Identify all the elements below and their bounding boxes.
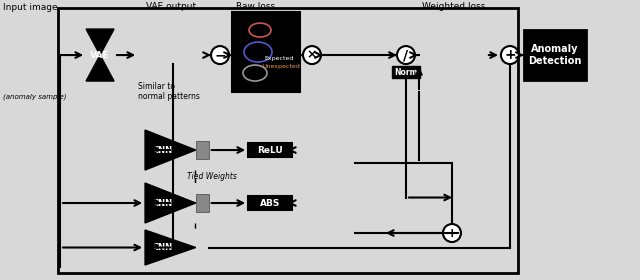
Text: CNN: CNN [153, 199, 173, 207]
Bar [524, 30, 586, 80]
Text: +: + [447, 227, 457, 239]
Text: Anomaly
Detection: Anomaly Detection [528, 44, 582, 66]
Text: ABS: ABS [260, 199, 280, 207]
Text: Similar to
normal patterns: Similar to normal patterns [138, 82, 200, 101]
Text: VAE output: VAE output [146, 2, 196, 11]
Bar [58, 8, 518, 273]
Bar [232, 12, 300, 92]
Polygon shape [145, 230, 196, 265]
Polygon shape [86, 29, 114, 81]
Text: Norm: Norm [394, 67, 418, 76]
Bar [392, 66, 420, 78]
Text: Input image: Input image [3, 3, 58, 12]
Text: (anomaly sample): (anomaly sample) [3, 93, 67, 100]
Circle shape [397, 46, 415, 64]
Text: VAE: VAE [90, 51, 110, 60]
Bar [196, 141, 209, 159]
Polygon shape [145, 183, 196, 223]
Text: CNN: CNN [153, 146, 173, 155]
Text: Unexpected: Unexpected [262, 64, 300, 69]
Circle shape [501, 46, 519, 64]
Bar [248, 143, 292, 157]
Polygon shape [145, 130, 196, 170]
Text: /: / [403, 48, 408, 62]
Text: ×: × [307, 48, 317, 62]
Text: Raw loss: Raw loss [236, 2, 275, 11]
Text: Tied Weights: Tied Weights [187, 172, 237, 181]
Circle shape [211, 46, 229, 64]
Circle shape [303, 46, 321, 64]
Text: Expected: Expected [264, 56, 293, 61]
Circle shape [443, 224, 461, 242]
Text: Weighted loss: Weighted loss [422, 2, 485, 11]
Text: ReLU: ReLU [257, 146, 283, 155]
Bar [248, 196, 292, 210]
Text: −: − [214, 48, 226, 62]
Text: +: + [504, 48, 516, 62]
Bar [196, 194, 209, 212]
Text: CNN: CNN [153, 243, 173, 252]
